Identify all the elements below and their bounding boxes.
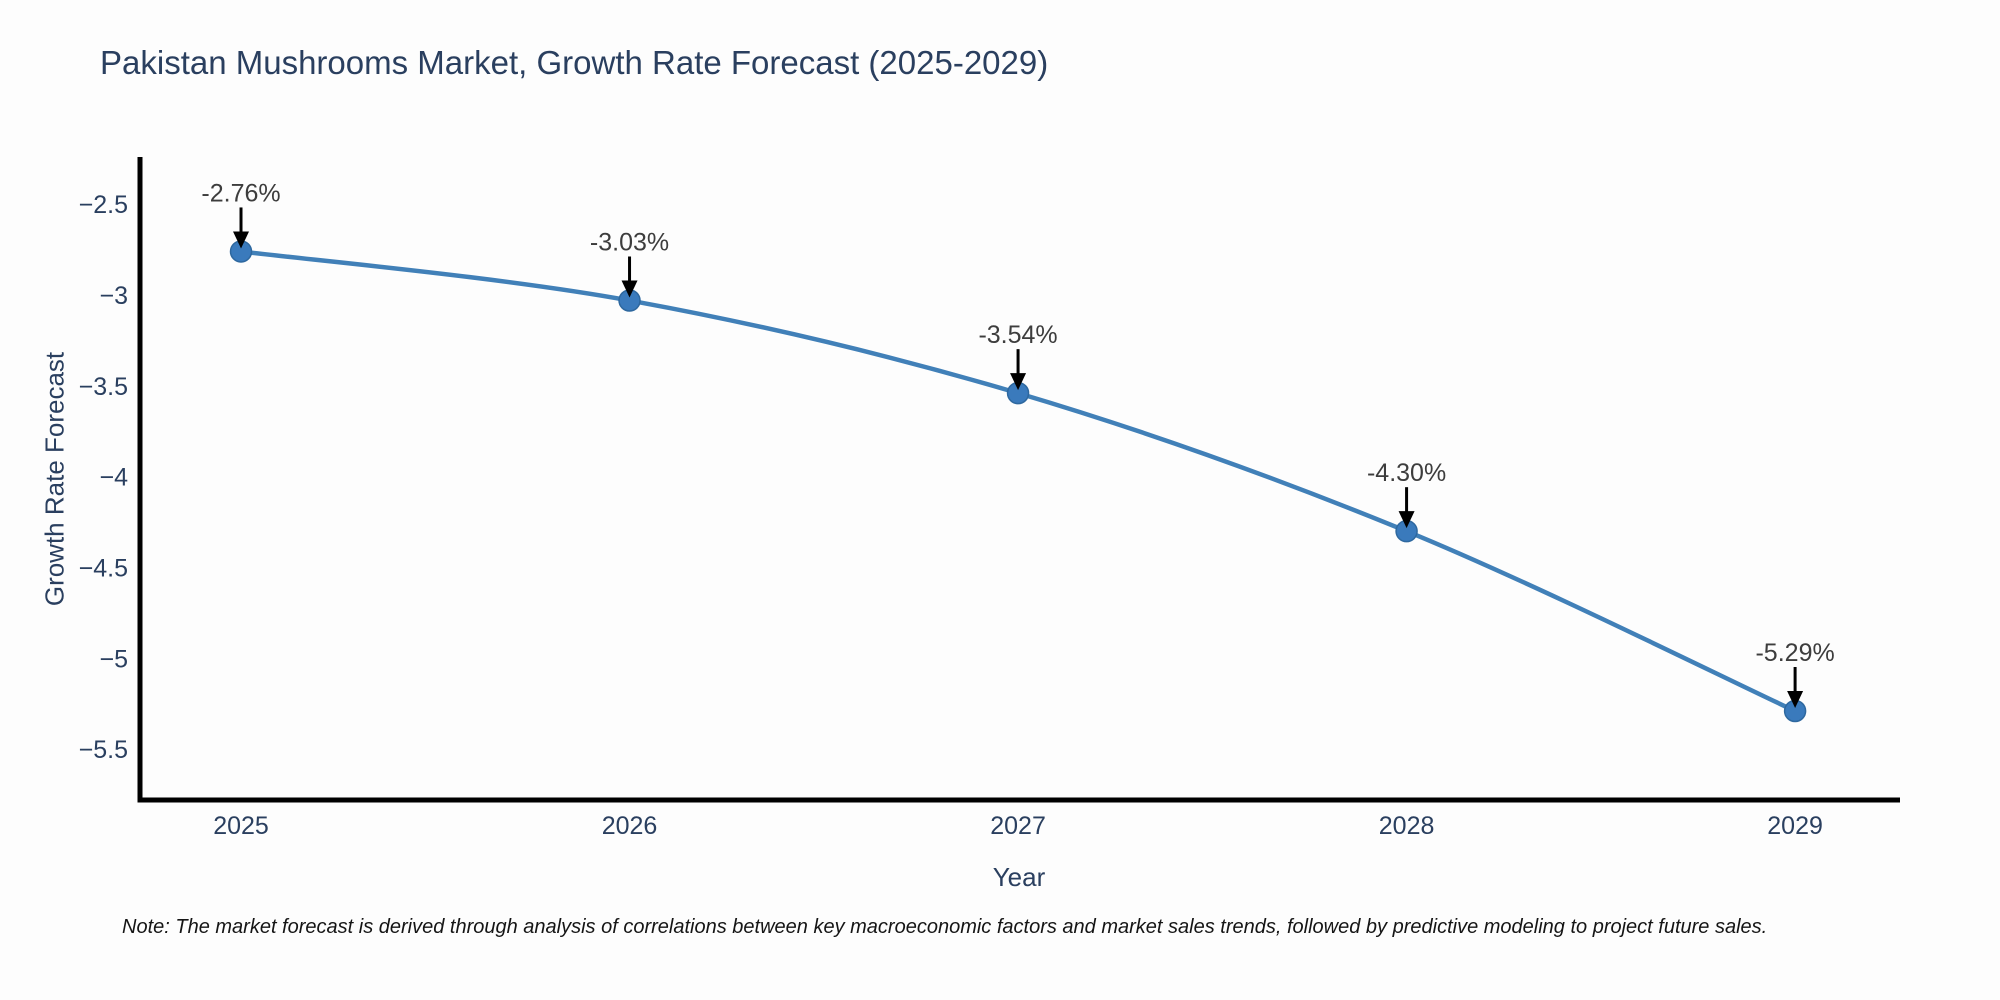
annotation-arrow-head [1010, 373, 1027, 391]
y-tick-label: −5 [99, 645, 128, 673]
x-tick-label: 2025 [213, 812, 269, 840]
x-tick-label: 2026 [602, 812, 658, 840]
point-value-label: -3.03% [590, 228, 669, 256]
footnote: Note: The market forecast is derived thr… [122, 916, 1768, 938]
annotation-arrow-head [1787, 690, 1804, 708]
x-tick-label: 2029 [1767, 812, 1823, 840]
y-tick-label: −3 [99, 282, 128, 310]
x-tick-label: 2027 [990, 812, 1046, 840]
y-tick-label: −2.5 [79, 191, 128, 219]
y-tick-label: −4.5 [79, 555, 128, 583]
y-tick-label: −5.5 [79, 736, 128, 764]
point-value-label: -4.30% [1367, 459, 1446, 487]
annotation-arrow-head [621, 280, 638, 298]
y-tick-label: −3.5 [79, 373, 128, 401]
point-value-label: -5.29% [1755, 639, 1834, 667]
point-value-label: -2.76% [201, 179, 280, 207]
x-axis-title: Year [992, 862, 1046, 892]
y-tick-label: −4 [99, 464, 128, 492]
annotation-arrow-head [1398, 511, 1415, 529]
chart-title: Pakistan Mushrooms Market, Growth Rate F… [100, 44, 1049, 81]
annotation-arrow-head [233, 231, 250, 249]
x-tick-label: 2028 [1379, 812, 1435, 840]
point-value-label: -3.54% [978, 321, 1057, 349]
